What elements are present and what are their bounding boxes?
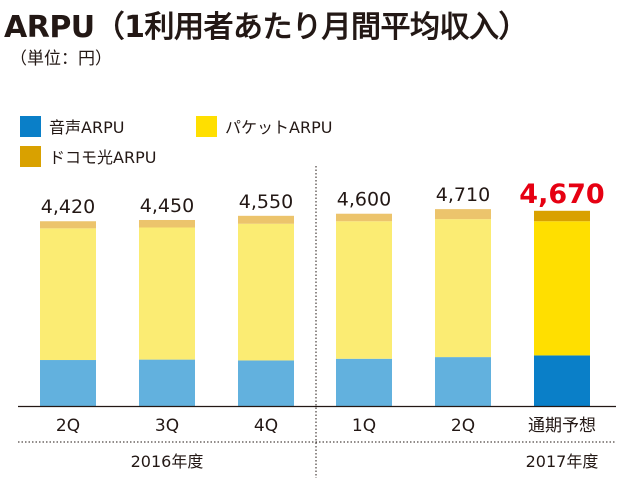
legend-label-packet: パケットARPU xyxy=(225,118,333,137)
x-tick-label: 2Q xyxy=(56,416,80,436)
legend-item-packet-arpu: パケットARPU xyxy=(196,114,332,138)
total-value-label: 4,600 xyxy=(337,189,391,211)
bar-segment-voice xyxy=(238,360,294,406)
bar-segment-docomo-hikari xyxy=(534,210,590,222)
total-value-label: 4,670 xyxy=(519,179,604,210)
legend-item-voice-arpu: 音声ARPU xyxy=(20,114,124,138)
x-tick-label: 2Q xyxy=(451,416,475,436)
total-value-label: 4,550 xyxy=(239,191,293,213)
bar-segment-docomo-hikari xyxy=(238,215,294,224)
bar-segment-packet xyxy=(534,221,590,356)
bar-segment-packet xyxy=(238,223,294,361)
legend-swatch-packet xyxy=(196,115,217,137)
legend-label-voice: 音声ARPU xyxy=(49,118,125,137)
bar-segment-packet xyxy=(40,228,96,361)
bar-segment-packet xyxy=(139,227,195,360)
x-tick-label: 1Q xyxy=(352,416,376,436)
chart-title: ARPU（1利用者あたり月間平均収入） xyxy=(4,10,529,45)
bar-segment-docomo-hikari xyxy=(40,221,96,229)
bar-segment-voice xyxy=(534,355,590,406)
total-value-label: 4,450 xyxy=(140,195,194,217)
fiscal-year-label: 2016年度 xyxy=(131,452,204,471)
x-tick-label: 通期予想 xyxy=(528,416,596,436)
unit-label: （単位：円） xyxy=(10,49,112,69)
bar-segment-voice xyxy=(40,360,96,406)
legend-label-docomo-hikari: ドコモ光ARPU xyxy=(49,148,157,167)
bar-segment-packet xyxy=(336,221,392,359)
bar-segment-voice xyxy=(139,359,195,406)
x-tick-label: 4Q xyxy=(254,416,278,436)
bar-segment-docomo-hikari xyxy=(139,219,195,228)
bar-segment-voice xyxy=(336,358,392,406)
bar-segment-voice xyxy=(435,357,491,406)
legend-swatch-docomo-hikari xyxy=(20,145,41,167)
total-value-label: 4,710 xyxy=(436,184,490,206)
legend-item-docomo-hikari-arpu: ドコモ光ARPU xyxy=(20,144,156,168)
x-tick-label: 3Q xyxy=(155,416,179,436)
bar-segment-packet xyxy=(435,219,491,358)
legend-swatch-voice xyxy=(20,115,41,137)
total-value-label: 4,420 xyxy=(41,196,95,218)
bar-segment-docomo-hikari xyxy=(336,213,392,222)
bar-segment-docomo-hikari xyxy=(435,209,491,220)
fiscal-year-label: 2017年度 xyxy=(526,452,599,471)
